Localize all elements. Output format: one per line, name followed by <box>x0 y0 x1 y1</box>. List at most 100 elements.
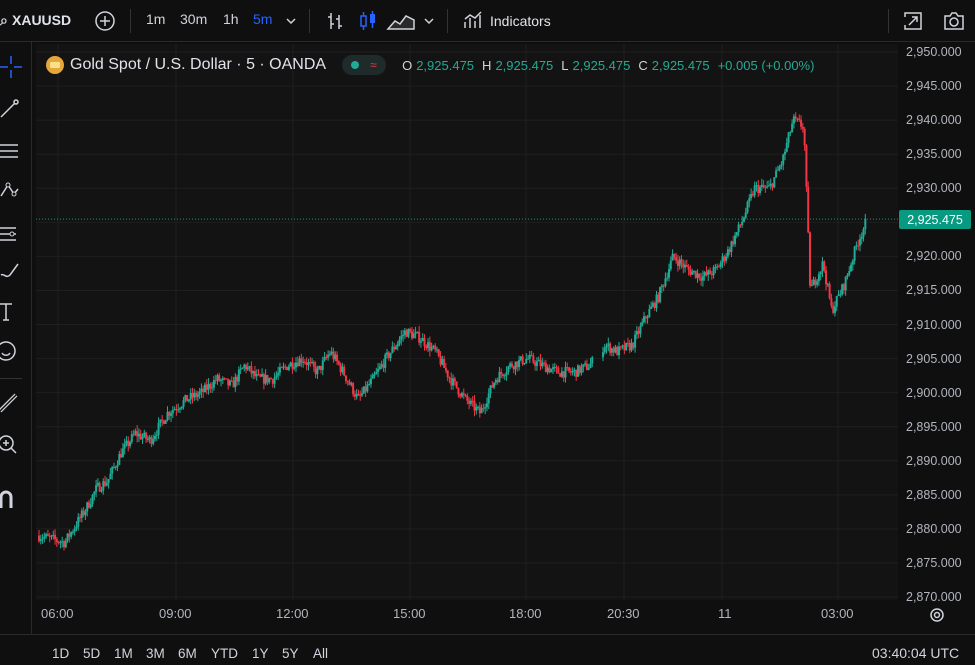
candle-body <box>136 431 139 437</box>
candle <box>630 338 633 353</box>
candle <box>403 327 406 339</box>
candle-body <box>109 473 112 480</box>
pattern-icon[interactable] <box>0 180 22 202</box>
bar-chart-type-icon[interactable] <box>323 9 347 33</box>
gear-icon[interactable] <box>928 606 946 624</box>
candle-body <box>632 342 635 348</box>
candle <box>323 352 326 362</box>
candle-body <box>46 534 49 536</box>
candle-body <box>516 361 519 368</box>
candle <box>291 357 294 374</box>
range-3m-button[interactable]: 3M <box>146 646 165 661</box>
time-axis[interactable]: 06:00 09:00 12:00 15:00 18:00 20:30 11 03:00 <box>36 600 898 630</box>
candle-body <box>200 388 203 392</box>
indicators-button[interactable]: Indicators <box>462 9 551 33</box>
candle <box>584 360 587 367</box>
candle <box>79 513 82 523</box>
candle-body <box>191 393 194 398</box>
candle-body <box>137 433 140 437</box>
range-1y-button[interactable]: 1Y <box>252 646 269 661</box>
crosshair-icon[interactable] <box>0 56 22 78</box>
range-ytd-button[interactable]: YTD <box>211 646 238 661</box>
candle <box>348 378 351 386</box>
range-5d-button[interactable]: 5D <box>83 646 101 661</box>
candle-body <box>571 371 574 373</box>
ruler-icon[interactable] <box>0 393 22 415</box>
candle <box>485 397 488 412</box>
candle <box>346 380 349 386</box>
candle <box>112 462 115 469</box>
candle-body <box>812 279 815 286</box>
candle-body <box>259 374 262 377</box>
fib-icon[interactable] <box>0 140 22 162</box>
range-1d-button[interactable]: 1D <box>52 646 70 661</box>
candle <box>371 372 374 379</box>
candle-body <box>444 367 447 371</box>
indicators-icon <box>464 11 482 28</box>
candle-body <box>712 267 715 276</box>
chevron-down-icon[interactable] <box>283 9 299 33</box>
candle-body <box>164 420 167 424</box>
price-axis[interactable]: 2,950.000 2,945.000 2,940.000 2,935.000 2,93… <box>898 44 975 604</box>
candle-body <box>170 413 173 416</box>
candle <box>573 367 576 377</box>
candle-body <box>396 343 399 347</box>
interval-1h-button[interactable]: 1h <box>223 11 239 27</box>
candle <box>104 475 107 488</box>
open-value: 2,925.475 <box>416 57 475 73</box>
candle-body <box>257 374 260 376</box>
low-value: 2,925.475 <box>572 57 631 73</box>
candle-body <box>96 482 99 486</box>
candle <box>523 362 526 366</box>
text-icon[interactable] <box>0 300 22 322</box>
candle-body <box>270 378 273 380</box>
area-chart-type-icon[interactable] <box>386 9 416 33</box>
candle <box>378 362 381 371</box>
candle-body <box>657 294 660 303</box>
compare-add-icon[interactable] <box>93 9 117 33</box>
candle-body <box>236 376 239 382</box>
candle <box>546 364 549 375</box>
candle <box>234 373 237 392</box>
symbol-search[interactable]: ⌕ XAUUSD <box>0 12 71 29</box>
range-5y-button[interactable]: 5Y <box>282 646 299 661</box>
candle <box>657 292 660 304</box>
fullscreen-icon[interactable] <box>901 9 925 33</box>
candle-body <box>728 249 731 252</box>
utc-clock[interactable]: 03:40:04 UTC <box>872 645 960 661</box>
candle-body <box>427 342 430 348</box>
candle <box>502 373 505 379</box>
interval-5m-button[interactable]: 5m <box>253 11 273 27</box>
forecast-icon[interactable] <box>0 222 22 244</box>
candle <box>641 318 644 327</box>
range-all-button[interactable]: All <box>313 646 329 661</box>
candle-body <box>857 245 860 247</box>
interval-1m-button[interactable]: 1m <box>146 11 166 27</box>
camera-icon[interactable] <box>942 9 966 33</box>
brush-icon[interactable] <box>0 260 22 282</box>
market-status-toggle[interactable]: ≈ <box>342 55 387 75</box>
candle <box>860 232 863 245</box>
trend-line-icon[interactable] <box>0 97 22 119</box>
candle-body <box>477 406 480 408</box>
candle-body <box>717 266 720 268</box>
candle <box>494 378 497 386</box>
candle-body <box>50 535 53 537</box>
candle-body <box>91 494 94 505</box>
candle <box>855 241 858 251</box>
price-chart[interactable] <box>36 44 898 600</box>
candle-chart-type-icon[interactable] <box>356 9 380 33</box>
magnet-icon[interactable] <box>0 488 22 510</box>
chevron-down-icon[interactable] <box>421 9 437 33</box>
candle <box>707 269 710 281</box>
zoom-icon[interactable] <box>0 434 22 456</box>
candle-body <box>742 217 745 222</box>
candle <box>452 374 455 390</box>
range-1m-button[interactable]: 1M <box>114 646 133 661</box>
range-6m-button[interactable]: 6M <box>178 646 197 661</box>
candle <box>355 389 358 400</box>
interval-30m-button[interactable]: 30m <box>180 11 208 27</box>
candle-body <box>769 183 772 186</box>
emoji-icon[interactable] <box>0 340 22 362</box>
candle <box>259 373 262 378</box>
